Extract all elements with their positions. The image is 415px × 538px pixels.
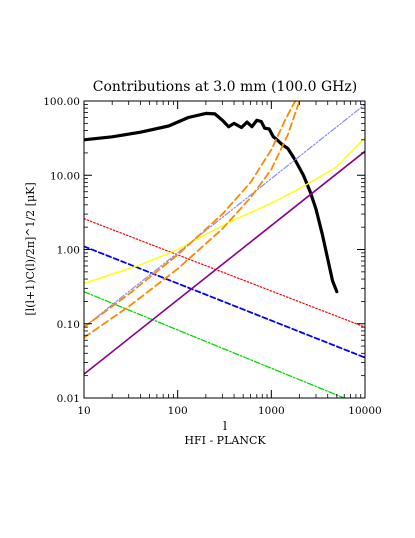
y-tick-label: 1.00	[57, 245, 80, 257]
series-line-2	[84, 218, 365, 328]
y-tick-label: 0.10	[57, 319, 80, 331]
series-line-1	[84, 111, 339, 294]
x-axis-label: l	[223, 419, 227, 433]
x-tick-label: 1000	[258, 405, 285, 417]
series-line-8	[84, 101, 297, 329]
series-line-3	[84, 245, 365, 359]
x-tick-label: 10000	[348, 405, 381, 417]
series-line-5	[84, 150, 365, 375]
series-line-6	[84, 136, 365, 285]
series-line-4	[84, 291, 345, 398]
y-tick-label: 100.00	[43, 96, 80, 108]
chart-title: Contributions at 3.0 mm (100.0 GHz)	[93, 79, 357, 95]
series-line-9	[84, 101, 301, 339]
plot-frame	[83, 100, 366, 399]
x-axis-sublabel: HFI - PLANCK	[184, 434, 266, 447]
tick-layer: 10 100 1000 10000 0.01 0.10 1.00 10.00 100.00	[43, 96, 381, 417]
x-tick-label: 100	[168, 405, 188, 417]
y-tick-label: 10.00	[50, 170, 80, 182]
x-tick-label: 10	[77, 405, 90, 417]
y-axis-label: [l(l+1)C(l)/2π]^1/2 [μK]	[24, 182, 37, 315]
series-line-7	[84, 103, 365, 328]
y-tick-label: 0.01	[57, 393, 80, 405]
series-layer	[84, 101, 365, 398]
